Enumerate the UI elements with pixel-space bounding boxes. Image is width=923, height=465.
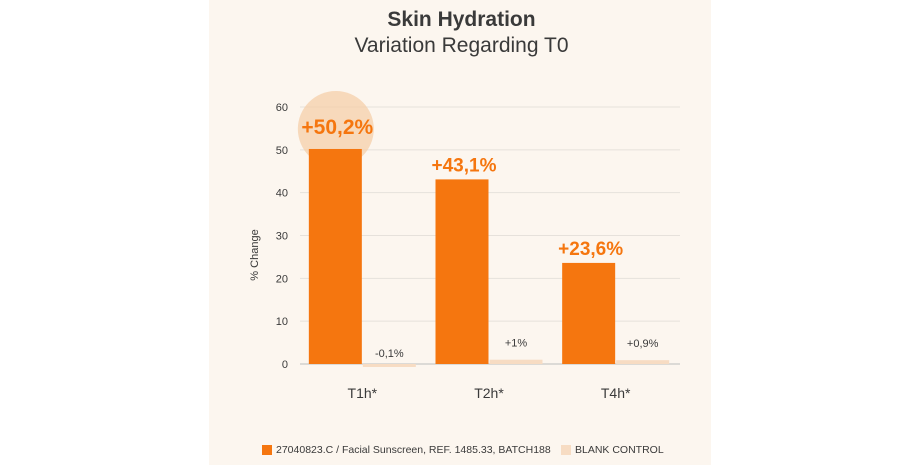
bar	[435, 179, 489, 364]
data-label: +23,6%	[558, 239, 623, 260]
bar	[562, 262, 616, 364]
y-tick-label: 60	[276, 102, 288, 114]
bar	[308, 148, 362, 364]
data-label: +43,1%	[432, 155, 497, 176]
y-tick-label: 20	[276, 273, 288, 285]
legend-label-control: BLANK CONTROL	[575, 444, 664, 456]
legend-item-product: 27040823.C / Facial Sunscreen, REF. 1485…	[262, 444, 551, 456]
chart-title: Skin Hydration	[387, 8, 536, 31]
y-tick-label: 30	[276, 231, 288, 243]
highlight-circle	[297, 90, 374, 167]
y-tick-label: 10	[276, 316, 288, 328]
y-tick-label: 0	[282, 359, 288, 371]
chart-subtitle: Variation Regarding T0	[354, 34, 569, 57]
bar	[616, 360, 670, 364]
data-label: +1%	[505, 338, 528, 350]
y-tick-label: 50	[276, 145, 288, 157]
data-label: +0,9%	[627, 338, 659, 350]
x-tick-label: T4h*	[601, 385, 631, 401]
legend-swatch-product	[262, 445, 272, 455]
x-tick-label: T1h*	[348, 385, 378, 401]
data-label: +50,2%	[301, 116, 373, 139]
bar-chart: 0 10 20 30 40 50 60 % Change +50,2% -0,1% T1h* +43,…	[249, 90, 680, 401]
y-tick-label: 40	[276, 188, 288, 200]
bar	[362, 364, 416, 367]
y-axis-label: % Change	[249, 229, 261, 280]
data-label: -0,1%	[375, 348, 404, 360]
legend-item-control: BLANK CONTROL	[561, 444, 664, 456]
x-tick-label: T2h*	[474, 385, 504, 401]
legend-label-product: 27040823.C / Facial Sunscreen, REF. 1485…	[276, 444, 551, 456]
bar	[489, 359, 543, 364]
legend-swatch-control	[561, 445, 571, 455]
